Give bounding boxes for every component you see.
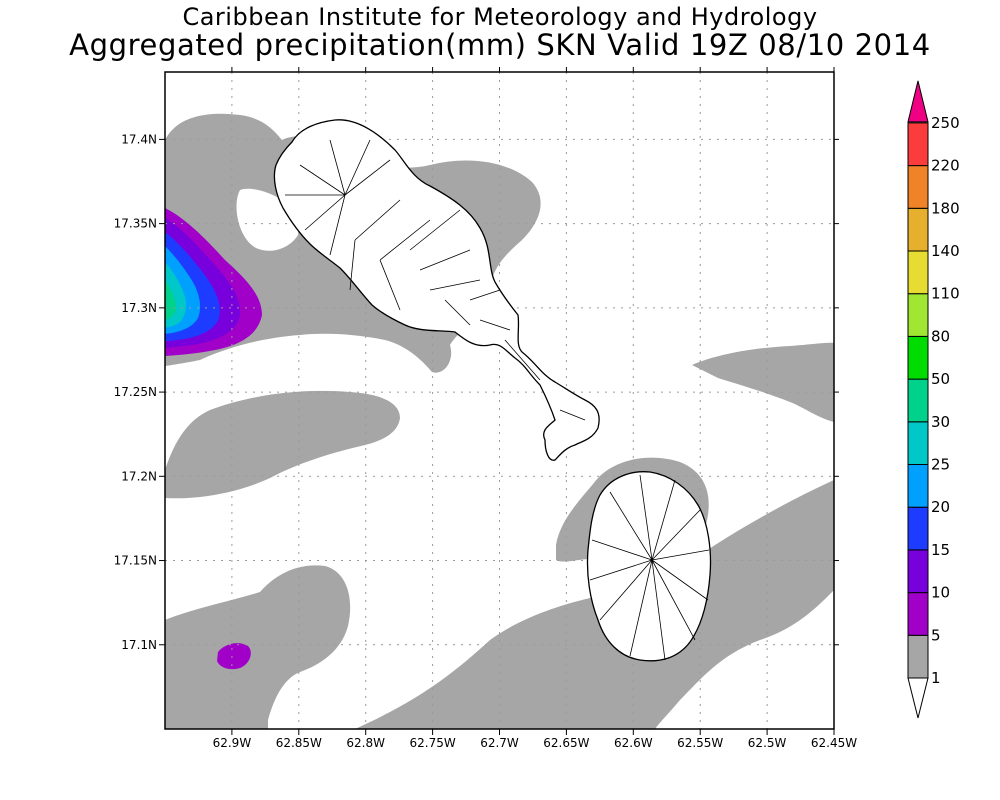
precip-area-gray-southwest <box>165 565 351 729</box>
x-tick-label: 62.6W <box>614 736 653 750</box>
legend-label: 80 <box>931 327 950 345</box>
legend-label: 1 <box>931 669 941 687</box>
precip-area-gray-west <box>165 390 400 499</box>
x-tick-label: 62.8W <box>346 736 385 750</box>
legend-label: 220 <box>931 157 960 175</box>
y-tick-label: 17.25N <box>114 385 157 399</box>
x-tick-label: 62.55W <box>677 736 723 750</box>
precip-area-green <box>165 280 177 320</box>
legend-swatch <box>907 122 929 167</box>
x-tick-label: 62.75W <box>409 736 455 750</box>
legend-label: 10 <box>931 584 950 602</box>
legend-swatch <box>907 378 929 423</box>
y-tick-label: 17.2N <box>121 469 157 483</box>
chart-subtitle: Aggregated precipitation(mm) SKN Valid 1… <box>69 28 931 62</box>
y-tick-label: 17.15N <box>114 554 157 568</box>
island-outline-nevis <box>586 471 712 662</box>
legend-swatch <box>907 335 929 380</box>
legend-swatch <box>907 634 929 679</box>
precip-area-purple-small <box>217 643 251 670</box>
legend-label: 15 <box>931 541 950 559</box>
precip-area-gray-east <box>692 342 834 422</box>
legend-label: 180 <box>931 199 960 217</box>
legend-swatch <box>907 506 929 551</box>
island-nevis <box>586 471 712 662</box>
island-watershed-lines-st-kitts <box>285 139 586 421</box>
legend-label: 140 <box>931 242 960 260</box>
chart-title: Caribbean Institute for Meteorology and … <box>182 3 818 31</box>
legend-swatch <box>907 293 929 337</box>
legend-label: 30 <box>931 413 950 431</box>
y-tick-label: 17.4N <box>121 132 157 146</box>
legend-arrow-bottom <box>907 677 929 719</box>
legend-arrow-top <box>907 80 929 123</box>
legend-swatch <box>907 549 929 594</box>
y-tick-label: 17.35N <box>114 217 157 231</box>
y-axis: 17.4N 17.35N 17.3N 17.25N 17.2N 17.15N 17.1N <box>114 132 839 652</box>
legend-label: 50 <box>931 370 950 388</box>
x-tick-label: 62.65W <box>543 736 589 750</box>
y-tick-label: 17.1N <box>121 638 157 652</box>
y-tick-label: 17.3N <box>121 301 157 315</box>
x-tick-label: 62.85W <box>276 736 322 750</box>
island-outline-st-kitts <box>273 119 600 461</box>
x-axis: 62.9W 62.85W 62.8W 62.75W 62.7W 62.65W 62.6W 62… <box>213 67 857 750</box>
legend-swatch <box>907 464 929 508</box>
legend-swatch <box>907 165 929 209</box>
legend-label: 250 <box>931 114 960 132</box>
legend-label: 25 <box>931 456 950 474</box>
legend-swatch <box>907 250 929 295</box>
x-tick-label: 62.5W <box>748 736 787 750</box>
island-watershed-lines-nevis <box>589 474 710 661</box>
legend-label: 5 <box>931 626 941 644</box>
x-tick-label: 62.45W <box>811 736 857 750</box>
legend-swatch <box>907 207 929 252</box>
legend-label: 20 <box>931 498 950 516</box>
x-tick-label: 62.7W <box>480 736 519 750</box>
legend-swatch <box>907 421 929 465</box>
legend-label: 110 <box>931 285 960 303</box>
island-st-kitts <box>273 119 600 461</box>
legend-swatch <box>907 592 929 636</box>
x-tick-label: 62.9W <box>213 736 252 750</box>
